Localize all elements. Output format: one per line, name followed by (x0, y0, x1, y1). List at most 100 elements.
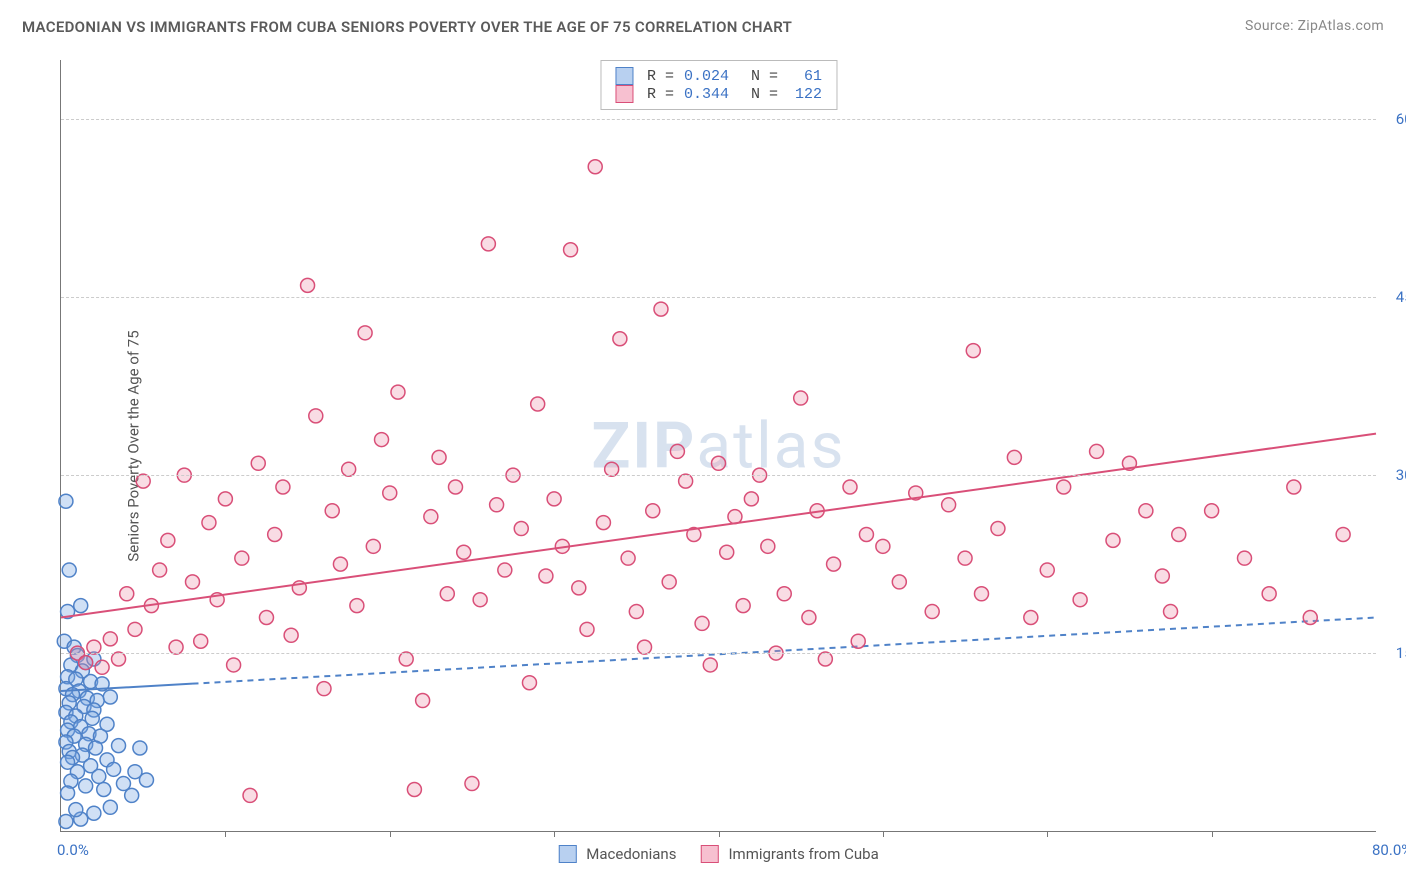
data-point (744, 492, 758, 506)
xtick-label: 0.0% (57, 841, 89, 859)
data-point (69, 803, 83, 817)
data-point (169, 640, 183, 654)
xtick-label: 80.0% (1372, 841, 1406, 859)
data-point (139, 773, 153, 787)
data-point (161, 533, 175, 547)
gridline (61, 475, 1376, 476)
r-value: 0.344 (684, 86, 729, 103)
data-point (342, 462, 356, 476)
legend-swatch (615, 67, 633, 85)
source-label: Source: ZipAtlas.com (1245, 18, 1384, 36)
data-point (194, 634, 208, 648)
data-point (457, 545, 471, 559)
ytick-label: 60.0% (1396, 110, 1406, 128)
data-point (350, 599, 364, 613)
data-point (309, 409, 323, 423)
data-point (580, 622, 594, 636)
data-point (284, 628, 298, 642)
data-point (654, 302, 668, 316)
data-point (794, 391, 808, 405)
data-point (383, 486, 397, 500)
data-point (375, 433, 389, 447)
data-point (564, 243, 578, 257)
data-point (440, 587, 454, 601)
gridline (61, 297, 1376, 298)
data-point (703, 658, 717, 672)
data-point (112, 739, 126, 753)
data-point (74, 599, 88, 613)
data-point (802, 610, 816, 624)
data-point (243, 788, 257, 802)
r-label: R = (647, 86, 674, 103)
legend-item: Macedonians (558, 845, 676, 863)
data-point (892, 575, 906, 589)
data-point (95, 660, 109, 674)
data-point (416, 694, 430, 708)
data-point (638, 640, 652, 654)
data-point (1164, 605, 1178, 619)
n-label: N = (751, 68, 778, 85)
data-point (490, 498, 504, 512)
data-point (59, 494, 73, 508)
data-point (103, 632, 117, 646)
data-point (407, 782, 421, 796)
data-point (1172, 527, 1186, 541)
n-value: 122 (788, 86, 822, 103)
data-point (481, 237, 495, 251)
data-point (358, 326, 372, 340)
data-point (522, 676, 536, 690)
legend-swatch (558, 845, 576, 863)
data-point (107, 762, 121, 776)
data-point (125, 788, 139, 802)
data-point (399, 652, 413, 666)
data-point (498, 563, 512, 577)
legend-swatch (615, 85, 633, 103)
data-point (268, 527, 282, 541)
scatter-plot (61, 60, 1376, 831)
data-point (605, 462, 619, 476)
data-point (629, 605, 643, 619)
data-point (333, 557, 347, 571)
data-point (87, 640, 101, 654)
data-point (712, 456, 726, 470)
data-point (103, 800, 117, 814)
data-point (925, 605, 939, 619)
data-point (662, 575, 676, 589)
data-point (613, 332, 627, 346)
data-point (1303, 610, 1317, 624)
data-point (79, 656, 93, 670)
data-point (62, 563, 76, 577)
ytick-label: 15.0% (1396, 644, 1406, 662)
data-point (317, 682, 331, 696)
xtick (1212, 831, 1213, 837)
xtick (1047, 831, 1048, 837)
title-bar: MACEDONIAN VS IMMIGRANTS FROM CUBA SENIO… (22, 18, 1384, 36)
chart-area: ZIPatlas R =0.024N =61R =0.344N =122 Mac… (60, 60, 1376, 832)
series-name: Macedonians (586, 845, 676, 863)
xtick (390, 831, 391, 837)
data-point (103, 690, 117, 704)
data-point (227, 658, 241, 672)
data-point (202, 516, 216, 530)
legend-row: R =0.024N =61 (615, 67, 822, 85)
series-name: Immigrants from Cuba (728, 845, 878, 863)
data-point (1090, 444, 1104, 458)
data-point (966, 344, 980, 358)
data-point (572, 581, 586, 595)
data-point (424, 510, 438, 524)
legend-row: R =0.344N =122 (615, 85, 822, 103)
data-point (876, 539, 890, 553)
data-point (136, 474, 150, 488)
data-point (61, 786, 75, 800)
data-point (975, 587, 989, 601)
data-point (366, 539, 380, 553)
data-point (1007, 450, 1021, 464)
data-point (736, 599, 750, 613)
page-title: MACEDONIAN VS IMMIGRANTS FROM CUBA SENIO… (22, 18, 792, 36)
data-point (670, 444, 684, 458)
data-point (777, 587, 791, 601)
data-point (449, 480, 463, 494)
data-point (761, 539, 775, 553)
xtick (719, 831, 720, 837)
data-point (92, 769, 106, 783)
